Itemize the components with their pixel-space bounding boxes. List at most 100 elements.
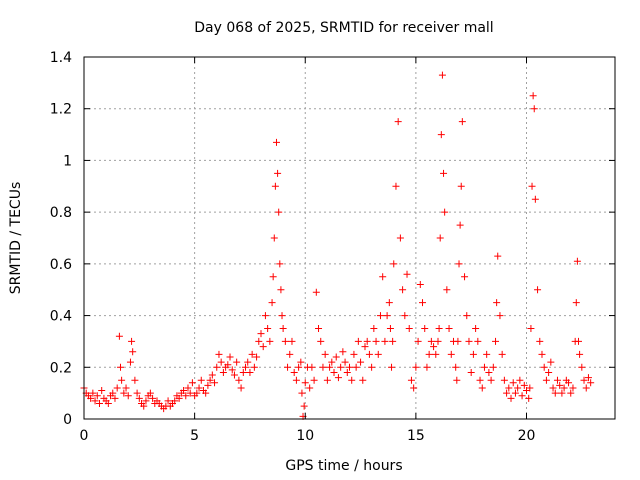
data-point [149, 394, 157, 402]
data-point [485, 368, 493, 376]
y-tick-label: 1 [63, 153, 72, 169]
data-point [414, 337, 422, 345]
data-point [354, 337, 362, 345]
data-point [421, 325, 429, 332]
data-point [334, 374, 342, 382]
data-point [542, 376, 550, 384]
y-axis-label: SRMTID / TECUs [8, 182, 24, 295]
data-point [438, 71, 446, 79]
data-point [580, 376, 588, 384]
data-point [361, 343, 369, 351]
data-point [549, 384, 557, 392]
data-point [569, 384, 577, 392]
data-point [576, 350, 584, 358]
data-point [453, 376, 461, 384]
data-point [407, 376, 415, 384]
data-point [572, 299, 580, 307]
data-point [456, 221, 464, 229]
data-point [182, 392, 190, 400]
data-point [224, 361, 232, 369]
data-point [279, 325, 287, 332]
data-point [228, 366, 236, 374]
data-point [435, 325, 443, 332]
data-point [146, 389, 154, 397]
data-point [556, 381, 564, 389]
data-point [217, 358, 225, 366]
data-point [312, 288, 320, 296]
data-point [117, 363, 125, 371]
data-point [341, 358, 349, 366]
data-point [396, 234, 404, 242]
data-point [389, 337, 397, 345]
data-point [467, 368, 475, 376]
data-point [300, 402, 308, 410]
data-point [310, 376, 318, 384]
data-point [317, 337, 325, 345]
data-point [386, 325, 394, 332]
data-point [211, 379, 219, 387]
data-point [476, 376, 484, 384]
data-point [219, 368, 227, 376]
data-point [275, 208, 283, 216]
data-point [306, 384, 314, 392]
data-point [478, 384, 486, 392]
data-point [180, 387, 188, 395]
chart-title: Day 068 of 2025, SRMTID for receiver mal… [194, 20, 493, 36]
data-point [565, 379, 573, 387]
data-point [528, 182, 536, 190]
data-point [423, 363, 431, 371]
data-point [230, 371, 238, 379]
data-point [584, 374, 592, 382]
data-point [436, 234, 444, 242]
y-tick-label: 0.4 [50, 309, 72, 325]
data-point [560, 384, 568, 392]
data-point [290, 368, 298, 376]
data-point [536, 337, 544, 345]
points-layer [80, 71, 595, 420]
data-point [193, 389, 201, 397]
data-point [509, 379, 517, 387]
data-point [527, 325, 535, 332]
data-point [350, 350, 358, 358]
data-point [352, 363, 360, 371]
data-point [547, 358, 555, 366]
data-point [215, 350, 223, 358]
x-tick-label: 10 [296, 428, 314, 444]
data-point [425, 350, 433, 358]
data-point [269, 273, 277, 281]
data-point [248, 350, 256, 358]
data-point [284, 363, 292, 371]
data-point [434, 337, 442, 345]
y-tick-label: 1.4 [50, 50, 72, 66]
data-point [235, 376, 243, 384]
data-point [493, 299, 501, 307]
data-point [465, 337, 473, 345]
data-point [91, 397, 99, 405]
x-tick-label: 20 [518, 428, 536, 444]
data-point [346, 363, 353, 371]
data-point [390, 260, 398, 268]
data-point [443, 286, 451, 294]
data-point [348, 376, 356, 384]
data-point [427, 337, 435, 345]
data-point [122, 384, 130, 392]
y-tick-label: 1.2 [50, 102, 72, 118]
data-point [164, 397, 172, 405]
data-point [281, 337, 289, 345]
data-point [412, 363, 420, 371]
data-point [271, 182, 279, 190]
data-point [264, 325, 272, 332]
data-point [452, 363, 460, 371]
data-point [447, 350, 455, 358]
data-point [255, 337, 263, 345]
data-point [514, 384, 522, 392]
data-point [432, 350, 440, 358]
data-point [405, 325, 413, 332]
data-point [186, 389, 194, 397]
data-point [89, 389, 97, 397]
data-point [363, 337, 371, 345]
x-tick-label: 5 [190, 428, 199, 444]
data-point [567, 389, 575, 397]
data-point [489, 363, 497, 371]
data-point [480, 363, 488, 371]
